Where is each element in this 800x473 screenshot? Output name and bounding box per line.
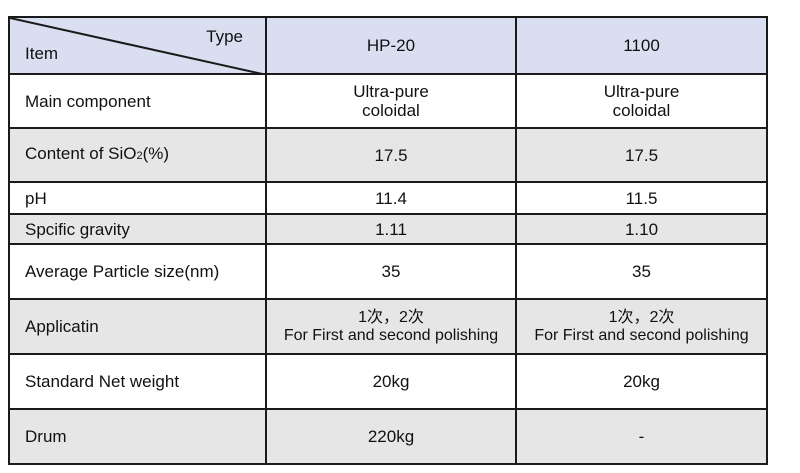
label-subscript: 2 xyxy=(136,150,143,162)
cell-line: Ultra-pure xyxy=(353,82,429,101)
table-row: Drum 220kg - xyxy=(8,408,768,465)
cell: 1次，2次 For First and second polishing xyxy=(265,298,517,355)
label-text: (%) xyxy=(142,144,170,163)
product-spec-table: Type Item HP-20 1100 Main component Ultr… xyxy=(8,16,768,465)
table-row: Main component Ultra-pure coloidal Ultra-… xyxy=(8,73,768,129)
cell: 11.4 xyxy=(265,181,517,215)
table-row: Average Particle size(nm) 35 35 xyxy=(8,243,768,300)
table-row: Standard Net weight 20kg 20kg xyxy=(8,353,768,410)
cell: Ultra-pure coloidal xyxy=(265,73,517,129)
cell: 11.5 xyxy=(515,181,768,215)
row-label: Drum xyxy=(8,408,267,465)
row-label: Main component xyxy=(8,73,267,129)
row-label: pH xyxy=(8,181,267,215)
type-label: Type xyxy=(206,27,243,46)
cell: 220kg xyxy=(265,408,517,465)
table-row: Spcific gravity 1.11 1.10 xyxy=(8,213,768,245)
table-row: Content of SiO2(%) 17.5 17.5 xyxy=(8,127,768,183)
row-label: Content of SiO2(%) xyxy=(8,127,267,183)
row-label: Spcific gravity xyxy=(8,213,267,245)
cell: 20kg xyxy=(515,353,768,410)
cell-line: Ultra-pure xyxy=(603,82,680,101)
corner-cell: Type Item xyxy=(8,16,267,75)
cell-line: coloidal xyxy=(612,101,671,120)
column-header-hp20: HP-20 xyxy=(265,16,517,75)
cell: - xyxy=(515,408,768,465)
cell-line: 1次，2次 xyxy=(608,308,675,326)
column-header-1100: 1100 xyxy=(515,16,768,75)
cell-line: coloidal xyxy=(362,101,420,120)
row-label: Standard Net weight xyxy=(8,353,267,410)
label-text: Content of SiO xyxy=(25,144,137,163)
row-label: Average Particle size(nm) xyxy=(8,243,267,300)
item-label: Item xyxy=(25,44,59,63)
cell: 17.5 xyxy=(265,127,517,183)
cell-line: For First and second polishing xyxy=(283,326,499,344)
cell: 17.5 xyxy=(515,127,768,183)
table-row: Applicatin 1次，2次 For First and second pol… xyxy=(8,298,768,355)
cell: 1.10 xyxy=(515,213,768,245)
cell-line: 1次，2次 xyxy=(358,308,424,326)
table-row: pH 11.4 11.5 xyxy=(8,181,768,215)
cell: 20kg xyxy=(265,353,517,410)
cell: Ultra-pure coloidal xyxy=(515,73,768,129)
diagonal-divider xyxy=(10,18,267,75)
cell-line: For First and second polishing xyxy=(534,326,749,344)
cell: 35 xyxy=(265,243,517,300)
row-label: Applicatin xyxy=(8,298,267,355)
cell: 1.11 xyxy=(265,213,517,245)
cell: 35 xyxy=(515,243,768,300)
cell: 1次，2次 For First and second polishing xyxy=(515,298,768,355)
header-row: Type Item HP-20 1100 xyxy=(8,16,768,75)
